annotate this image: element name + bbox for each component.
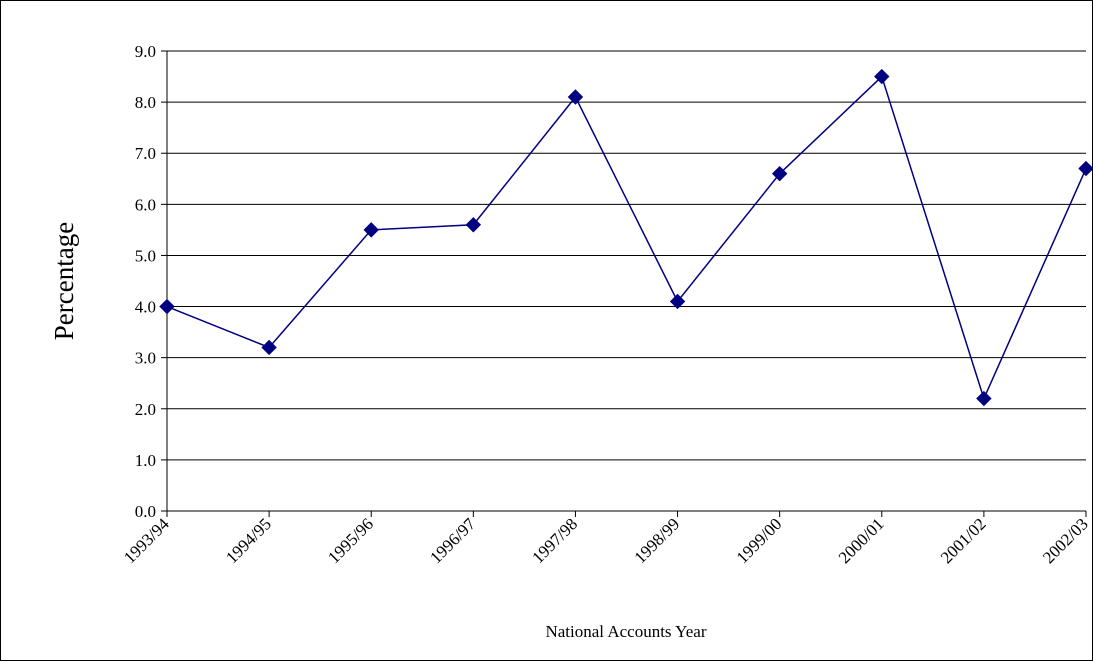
series-layer	[159, 68, 1093, 407]
y-tick-label-1: 1.0	[135, 451, 156, 470]
y-tick-label-4: 4.0	[135, 298, 156, 317]
x-tick-label-9: 2002/03	[1039, 514, 1092, 567]
data-point-5	[669, 293, 686, 310]
data-point-9	[1078, 160, 1093, 177]
x-tick-label-4: 1997/98	[528, 514, 581, 567]
x-tick-label-8: 2001/02	[937, 514, 990, 567]
x-tick-label-3: 1996/97	[426, 514, 479, 567]
x-tick-labels: 1993/94 1994/95 1995/96 1996/97 1997/98 1998/…	[120, 514, 1092, 567]
data-point-3	[465, 217, 482, 233]
x-tick-label-5: 1998/99	[631, 514, 684, 567]
x-tick-label-7: 2000/01	[835, 514, 888, 567]
y-tick-label-7: 7.0	[135, 144, 156, 163]
series-line-0	[166, 75, 1087, 401]
y-tick-label-9: 9.0	[135, 42, 156, 61]
x-tick-label-1: 1994/95	[222, 514, 275, 567]
y-tick-label-0: 0.0	[135, 502, 156, 521]
x-tick-label-0: 1993/94	[120, 514, 173, 567]
data-point-4	[567, 89, 584, 105]
gridlines	[167, 50, 1086, 461]
x-tick-label-2: 1995/96	[324, 514, 377, 567]
y-tick-label-2: 2.0	[135, 400, 156, 419]
data-point-6	[771, 165, 788, 182]
x-tick-label-6: 1999/00	[733, 514, 786, 567]
y-tick-label-8: 8.0	[135, 93, 156, 112]
x-axis-title: National Accounts Year	[545, 622, 706, 641]
y-axis-title: Percentage	[49, 222, 79, 340]
data-point-1	[261, 339, 277, 356]
y-tick-labels: 0.0 1.0 2.0 3.0 4.0 5.0 6.0 7.0 8.0 9.0	[135, 42, 156, 521]
data-point-8	[976, 390, 992, 407]
data-point-0	[159, 298, 175, 315]
data-point-2	[363, 222, 379, 238]
y-tick-label-6: 6.0	[135, 195, 156, 214]
data-point-7	[874, 68, 890, 85]
y-tick-label-3: 3.0	[135, 349, 156, 368]
y-tick-label-5: 5.0	[135, 246, 156, 265]
